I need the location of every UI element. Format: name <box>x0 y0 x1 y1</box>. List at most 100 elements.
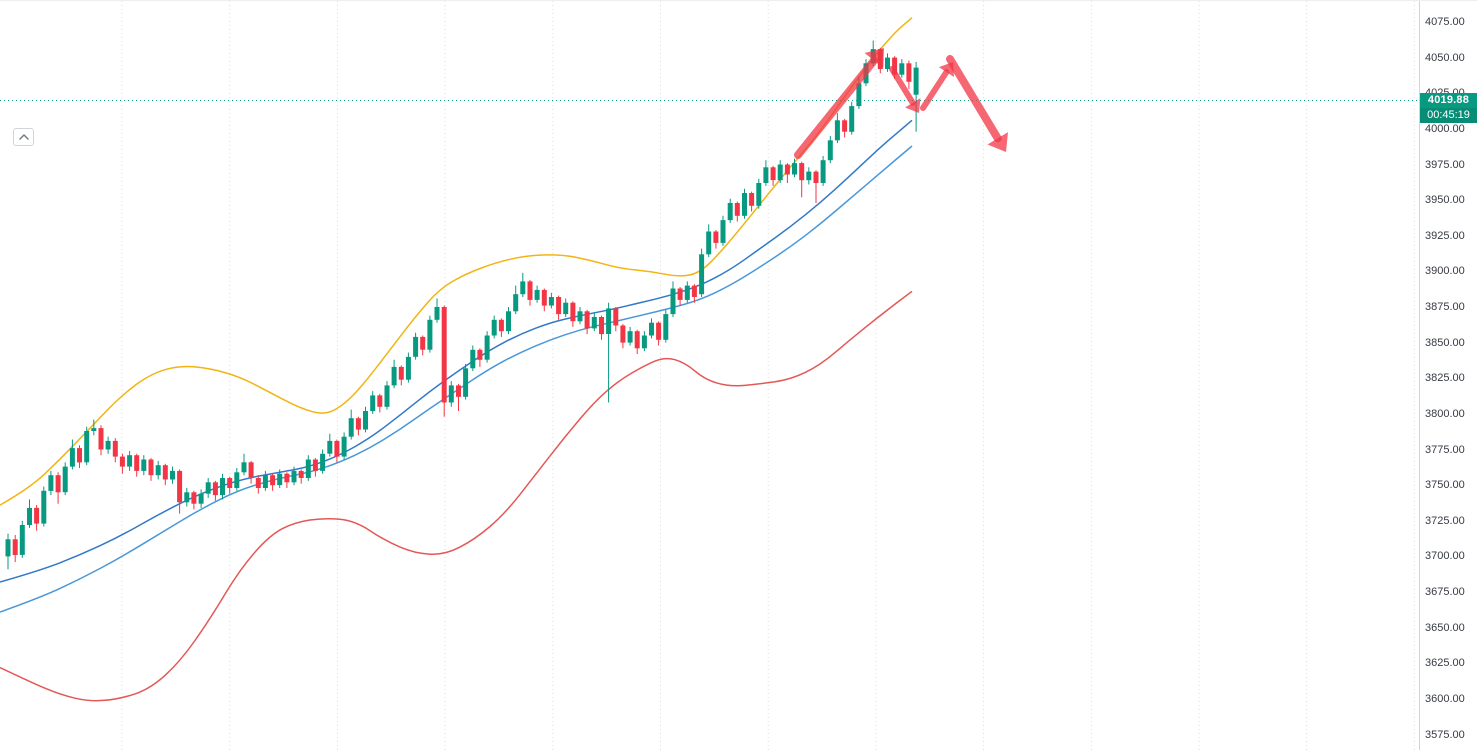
bar-countdown: 00:45:19 <box>1420 107 1477 123</box>
candle-body <box>62 466 68 493</box>
candle-body <box>784 164 790 175</box>
candle-body <box>506 311 511 332</box>
candle-body <box>713 231 719 243</box>
candle-body <box>398 366 404 380</box>
candle-body <box>84 431 90 463</box>
candle-body <box>155 465 161 476</box>
price-axis-label: 3850.00 <box>1425 336 1465 349</box>
candle-body <box>448 385 454 403</box>
candle-body <box>520 281 526 295</box>
price-axis-label: 3575.00 <box>1425 728 1465 741</box>
candle-body <box>591 317 597 329</box>
candle-body <box>484 335 490 360</box>
forecast-arrow[interactable] <box>920 69 950 111</box>
price-axis-label: 3775.00 <box>1425 443 1465 456</box>
candle-body <box>599 317 604 335</box>
candle-body <box>248 462 254 478</box>
candle-body <box>441 307 447 403</box>
candle-body <box>212 482 218 496</box>
candle-body <box>677 288 683 300</box>
candle-body <box>341 436 347 457</box>
candle-body <box>262 475 268 488</box>
forecast-arrow-head[interactable] <box>905 98 921 113</box>
candle-body <box>198 493 204 504</box>
candle-body <box>427 319 433 350</box>
candle-body <box>670 288 676 315</box>
candle-body <box>849 106 855 132</box>
candle-body <box>827 140 833 161</box>
candle-body <box>899 63 905 75</box>
forecast-arrow[interactable] <box>794 56 878 159</box>
candle-body <box>770 167 776 181</box>
candle-body <box>663 314 669 340</box>
candle-body <box>119 456 125 467</box>
candle-body <box>420 336 426 350</box>
candle-body <box>148 459 154 476</box>
candle-body <box>734 203 740 216</box>
forecast-arrow[interactable] <box>946 55 1002 143</box>
candle-body <box>720 220 726 243</box>
candle-body <box>327 440 333 454</box>
candle-body <box>77 448 82 463</box>
candle-body <box>377 395 383 407</box>
candle-body <box>298 470 304 478</box>
forecast-arrow[interactable] <box>889 66 916 106</box>
candle-body <box>584 311 590 329</box>
candlestick-chart[interactable] <box>0 1 1419 750</box>
candle-body <box>312 459 318 471</box>
candle-body <box>177 470 183 503</box>
candle-body <box>634 331 640 349</box>
candle-body <box>534 289 540 300</box>
candle-body <box>527 281 533 300</box>
collapse-pane-button[interactable] <box>13 128 34 146</box>
candle-body <box>48 475 54 491</box>
candle-body <box>112 440 118 457</box>
candle-body <box>613 308 619 326</box>
candle-body <box>105 440 111 450</box>
candle-body <box>320 453 326 471</box>
forecast-arrow-head[interactable] <box>864 48 884 68</box>
candle-body <box>27 507 32 525</box>
chevron-up-icon <box>18 134 29 140</box>
candle-body <box>241 462 247 473</box>
candle-body <box>885 57 890 69</box>
slow-ma-line <box>0 145 913 613</box>
candle-body <box>556 297 562 315</box>
candle-body <box>277 473 283 486</box>
price-axis-label: 3725.00 <box>1425 514 1465 527</box>
current-price-tag: 4019.88 00:45:19 <box>1420 92 1477 123</box>
candle-body <box>641 335 647 349</box>
candle-body <box>127 455 133 467</box>
candle-body <box>456 385 461 397</box>
candle-body <box>255 478 261 488</box>
candle-body <box>334 440 340 457</box>
candle-body <box>413 336 419 357</box>
candle-body <box>98 428 104 450</box>
candle-body <box>706 231 712 255</box>
forecast-arrow-head[interactable] <box>987 132 1009 152</box>
candle-body <box>627 331 633 343</box>
candle-body <box>291 470 297 483</box>
price-axis-label: 3675.00 <box>1425 586 1465 598</box>
candle-body <box>284 473 290 483</box>
candle-body <box>806 171 812 181</box>
candle-body <box>69 448 75 467</box>
candle-body <box>434 307 440 320</box>
candle-body <box>227 478 233 488</box>
chart-pane[interactable] <box>0 1 1419 750</box>
price-axis-label: 4050.00 <box>1425 51 1465 64</box>
candle-body <box>656 322 662 340</box>
candle-body <box>756 183 762 206</box>
price-axis-label: 3825.00 <box>1425 372 1465 385</box>
candle-body <box>813 171 819 183</box>
price-axis-label: 3750.00 <box>1425 479 1465 492</box>
candle-body <box>191 492 197 504</box>
candle-body <box>913 67 919 95</box>
price-axis-label: 4000.00 <box>1425 122 1465 135</box>
candle-body <box>763 167 769 183</box>
candle-body <box>548 297 554 306</box>
candle-body <box>577 311 583 322</box>
price-axis[interactable]: 4075.004050.004025.004000.003975.003950.… <box>1419 1 1477 750</box>
price-axis-label: 3900.00 <box>1425 265 1465 278</box>
candle-body <box>234 472 240 488</box>
